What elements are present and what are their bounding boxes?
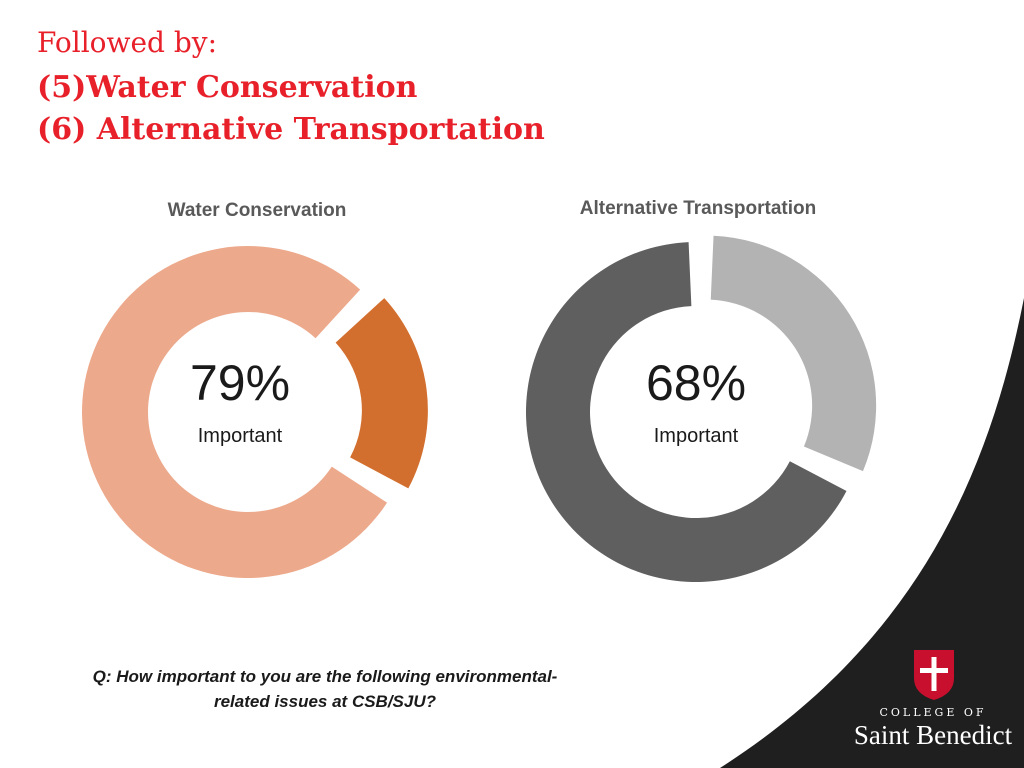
chart-title-transport: Alternative Transportation bbox=[579, 198, 817, 219]
logo-top-text: COLLEGE OF bbox=[879, 706, 987, 719]
donut-slice-important bbox=[526, 242, 847, 582]
donut-slice-other bbox=[335, 298, 428, 489]
title-line-1: Followed by: bbox=[37, 26, 218, 59]
center-value-water: 79% bbox=[189, 355, 291, 411]
donut-slice-other bbox=[710, 235, 877, 472]
shield-cross-horizontal bbox=[920, 668, 948, 673]
center-label-transport: Important bbox=[653, 425, 739, 447]
donut-slice-important bbox=[81, 245, 388, 578]
cross-shield-icon bbox=[914, 650, 954, 700]
shield-cross-vertical bbox=[931, 657, 937, 691]
college-logo: COLLEGE OF Saint Benedict bbox=[848, 642, 1018, 762]
logo-bottom-text: Saint Benedict bbox=[853, 720, 1013, 750]
donut-chart-water bbox=[81, 245, 428, 578]
question-line-2: related issues at CSB/SJU? bbox=[213, 692, 437, 711]
center-label-water: Important bbox=[197, 425, 283, 447]
survey-question: Q: How important to you are the followin… bbox=[30, 664, 620, 714]
center-value-transport: 68% bbox=[645, 355, 747, 411]
donut-chart-transport bbox=[526, 235, 877, 582]
question-line-1: Q: How important to you are the followin… bbox=[92, 667, 558, 686]
title-line-2: (5)Water Conservation bbox=[37, 70, 418, 105]
chart-title-water: Water Conservation bbox=[167, 200, 347, 221]
title-line-3: (6) Alternative Transportation bbox=[37, 112, 545, 147]
